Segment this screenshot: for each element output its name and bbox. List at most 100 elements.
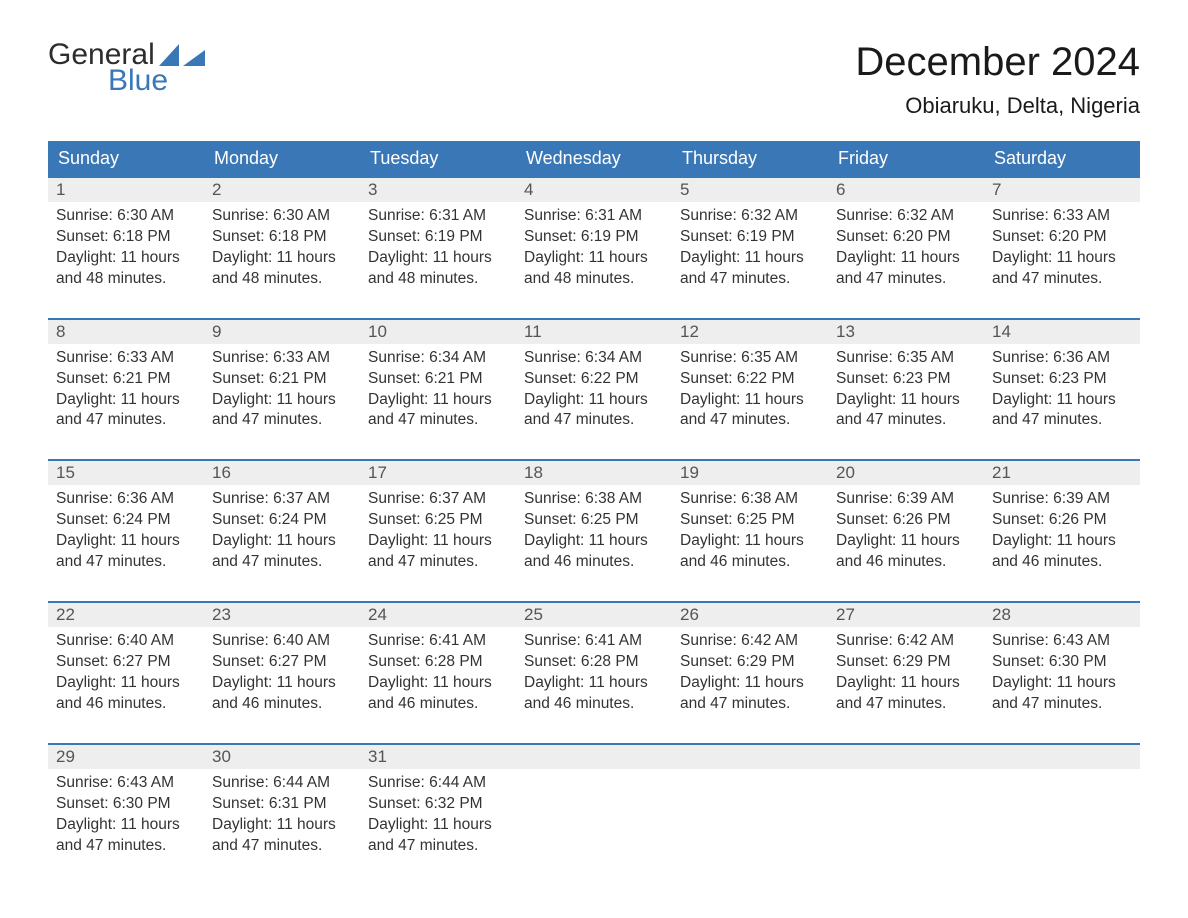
weekday-header: Thursday <box>672 141 828 176</box>
day-number: 7 <box>984 178 1140 202</box>
day-number: 20 <box>828 461 984 485</box>
location-label: Obiaruku, Delta, Nigeria <box>855 93 1140 119</box>
weekday-header: Friday <box>828 141 984 176</box>
sunrise-line: Sunrise: 6:35 AM <box>836 348 976 369</box>
day-body: Sunrise: 6:44 AMSunset: 6:31 PMDaylight:… <box>204 769 360 863</box>
sunset-line: Sunset: 6:18 PM <box>56 227 196 248</box>
sunrise-line: Sunrise: 6:30 AM <box>212 206 352 227</box>
day-number: 26 <box>672 603 828 627</box>
sunset-line: Sunset: 6:23 PM <box>992 369 1132 390</box>
daylight-line-1: Daylight: 11 hours <box>680 248 820 269</box>
day-number: 15 <box>48 461 204 485</box>
daylight-line-1: Daylight: 11 hours <box>56 531 196 552</box>
sunset-line: Sunset: 6:20 PM <box>836 227 976 248</box>
day-body: Sunrise: 6:44 AMSunset: 6:32 PMDaylight:… <box>360 769 516 863</box>
day-cell: 20Sunrise: 6:39 AMSunset: 6:26 PMDayligh… <box>828 461 984 579</box>
sunrise-line: Sunrise: 6:43 AM <box>56 773 196 794</box>
sunrise-line: Sunrise: 6:38 AM <box>524 489 664 510</box>
day-cell: 29Sunrise: 6:43 AMSunset: 6:30 PMDayligh… <box>48 745 204 863</box>
sunrise-line: Sunrise: 6:44 AM <box>212 773 352 794</box>
daylight-line-2: and 48 minutes. <box>56 269 196 290</box>
day-number: 25 <box>516 603 672 627</box>
week-row: 22Sunrise: 6:40 AMSunset: 6:27 PMDayligh… <box>48 601 1140 721</box>
day-body: Sunrise: 6:40 AMSunset: 6:27 PMDaylight:… <box>204 627 360 721</box>
day-number: 6 <box>828 178 984 202</box>
sunrise-line: Sunrise: 6:34 AM <box>368 348 508 369</box>
daylight-line-2: and 47 minutes. <box>836 269 976 290</box>
day-cell: 3Sunrise: 6:31 AMSunset: 6:19 PMDaylight… <box>360 178 516 296</box>
day-number: 5 <box>672 178 828 202</box>
day-cell: 15Sunrise: 6:36 AMSunset: 6:24 PMDayligh… <box>48 461 204 579</box>
day-number: 4 <box>516 178 672 202</box>
sunrise-line: Sunrise: 6:36 AM <box>992 348 1132 369</box>
daylight-line-2: and 47 minutes. <box>368 410 508 431</box>
month-title: December 2024 <box>855 40 1140 85</box>
daylight-line-1: Daylight: 11 hours <box>524 673 664 694</box>
day-body: Sunrise: 6:35 AMSunset: 6:22 PMDaylight:… <box>672 344 828 438</box>
day-number-empty <box>516 745 672 769</box>
daylight-line-2: and 46 minutes. <box>524 552 664 573</box>
day-body: Sunrise: 6:37 AMSunset: 6:24 PMDaylight:… <box>204 485 360 579</box>
day-body: Sunrise: 6:37 AMSunset: 6:25 PMDaylight:… <box>360 485 516 579</box>
day-cell <box>984 745 1140 863</box>
sunrise-line: Sunrise: 6:43 AM <box>992 631 1132 652</box>
day-number: 13 <box>828 320 984 344</box>
sunrise-line: Sunrise: 6:41 AM <box>368 631 508 652</box>
day-cell: 25Sunrise: 6:41 AMSunset: 6:28 PMDayligh… <box>516 603 672 721</box>
day-cell: 19Sunrise: 6:38 AMSunset: 6:25 PMDayligh… <box>672 461 828 579</box>
day-body: Sunrise: 6:36 AMSunset: 6:24 PMDaylight:… <box>48 485 204 579</box>
day-body: Sunrise: 6:41 AMSunset: 6:28 PMDaylight:… <box>360 627 516 721</box>
sunset-line: Sunset: 6:22 PM <box>524 369 664 390</box>
day-cell: 12Sunrise: 6:35 AMSunset: 6:22 PMDayligh… <box>672 320 828 438</box>
sunset-line: Sunset: 6:19 PM <box>368 227 508 248</box>
sunset-line: Sunset: 6:18 PM <box>212 227 352 248</box>
day-number: 12 <box>672 320 828 344</box>
day-number: 30 <box>204 745 360 769</box>
sunset-line: Sunset: 6:25 PM <box>368 510 508 531</box>
sunset-line: Sunset: 6:21 PM <box>212 369 352 390</box>
calendar: SundayMondayTuesdayWednesdayThursdayFrid… <box>48 141 1140 862</box>
sunset-line: Sunset: 6:30 PM <box>56 794 196 815</box>
sunrise-line: Sunrise: 6:40 AM <box>56 631 196 652</box>
daylight-line-1: Daylight: 11 hours <box>992 673 1132 694</box>
day-body: Sunrise: 6:33 AMSunset: 6:21 PMDaylight:… <box>48 344 204 438</box>
daylight-line-1: Daylight: 11 hours <box>992 248 1132 269</box>
day-body: Sunrise: 6:38 AMSunset: 6:25 PMDaylight:… <box>516 485 672 579</box>
sunset-line: Sunset: 6:20 PM <box>992 227 1132 248</box>
day-cell <box>828 745 984 863</box>
logo-word-2: Blue <box>48 66 205 96</box>
day-cell: 11Sunrise: 6:34 AMSunset: 6:22 PMDayligh… <box>516 320 672 438</box>
day-cell: 4Sunrise: 6:31 AMSunset: 6:19 PMDaylight… <box>516 178 672 296</box>
day-body: Sunrise: 6:30 AMSunset: 6:18 PMDaylight:… <box>204 202 360 296</box>
daylight-line-1: Daylight: 11 hours <box>368 390 508 411</box>
day-number-empty <box>984 745 1140 769</box>
weekday-header: Tuesday <box>360 141 516 176</box>
day-number: 19 <box>672 461 828 485</box>
sunrise-line: Sunrise: 6:38 AM <box>680 489 820 510</box>
day-cell: 9Sunrise: 6:33 AMSunset: 6:21 PMDaylight… <box>204 320 360 438</box>
sunrise-line: Sunrise: 6:36 AM <box>56 489 196 510</box>
logo: General Blue <box>48 40 205 96</box>
sunset-line: Sunset: 6:19 PM <box>524 227 664 248</box>
day-number: 31 <box>360 745 516 769</box>
day-cell: 27Sunrise: 6:42 AMSunset: 6:29 PMDayligh… <box>828 603 984 721</box>
daylight-line-1: Daylight: 11 hours <box>212 390 352 411</box>
sunrise-line: Sunrise: 6:33 AM <box>992 206 1132 227</box>
sunset-line: Sunset: 6:28 PM <box>524 652 664 673</box>
day-body: Sunrise: 6:42 AMSunset: 6:29 PMDaylight:… <box>672 627 828 721</box>
sunrise-line: Sunrise: 6:39 AM <box>992 489 1132 510</box>
daylight-line-2: and 47 minutes. <box>56 836 196 857</box>
day-cell: 14Sunrise: 6:36 AMSunset: 6:23 PMDayligh… <box>984 320 1140 438</box>
day-number: 1 <box>48 178 204 202</box>
daylight-line-2: and 46 minutes. <box>992 552 1132 573</box>
weekday-header-row: SundayMondayTuesdayWednesdayThursdayFrid… <box>48 141 1140 176</box>
day-body: Sunrise: 6:34 AMSunset: 6:21 PMDaylight:… <box>360 344 516 438</box>
page-header: General Blue December 2024 Obiaruku, Del… <box>48 40 1140 119</box>
day-body: Sunrise: 6:43 AMSunset: 6:30 PMDaylight:… <box>984 627 1140 721</box>
daylight-line-1: Daylight: 11 hours <box>836 248 976 269</box>
daylight-line-1: Daylight: 11 hours <box>524 531 664 552</box>
day-number: 27 <box>828 603 984 627</box>
daylight-line-2: and 46 minutes. <box>56 694 196 715</box>
daylight-line-2: and 46 minutes. <box>524 694 664 715</box>
sunrise-line: Sunrise: 6:32 AM <box>836 206 976 227</box>
